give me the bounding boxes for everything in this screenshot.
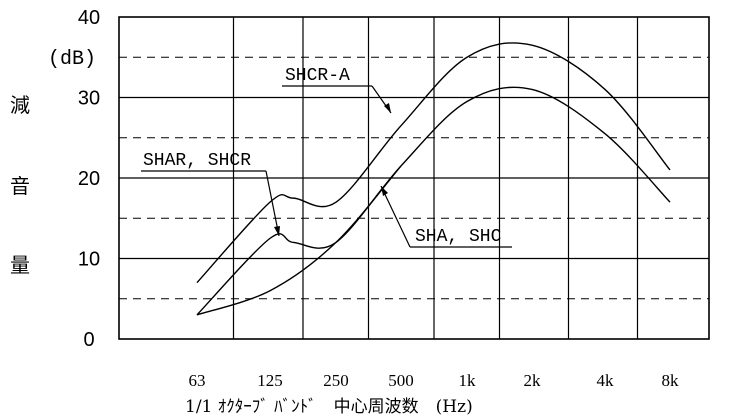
annotation-shar-shcr-text: SHAR, SHCR — [143, 151, 251, 171]
x-tick-labels: 63 125 250 500 1k 2k 4k 8k — [189, 371, 680, 390]
y-tick-labels: 0 10 20 30 40 — [78, 7, 100, 351]
y-tick-label: 0 — [83, 329, 94, 351]
y-axis-label-char-2: 音 — [10, 174, 30, 198]
series-line-shcr-a — [196, 42, 671, 284]
annotation-shcr-a-text: SHCR-A — [285, 66, 350, 86]
y-axis-label-char-1: 減 — [10, 93, 30, 117]
annotation-sha-shc: SHA, SHC — [380, 185, 512, 248]
x-tick-label: 4k — [597, 371, 615, 390]
y-tick-label: 20 — [78, 168, 100, 190]
annotation-shcr-a-arrowhead — [384, 103, 391, 113]
x-tick-label: 8k — [662, 371, 680, 390]
series-line-shar-shcr — [196, 86, 671, 316]
y-tick-label: 10 — [78, 249, 100, 271]
x-tick-label: 250 — [323, 371, 349, 390]
annotation-shar-shcr: SHAR, SHCR — [141, 151, 280, 237]
y-unit-label: (dB) — [48, 48, 96, 71]
annotation-sha-shc-text: SHA, SHC — [415, 227, 502, 247]
annotation-shar-shcr-leader — [265, 170, 280, 237]
x-tick-label: 500 — [388, 371, 414, 390]
x-tick-label: 1k — [459, 371, 477, 390]
x-tick-label: 125 — [257, 371, 283, 390]
grid — [118, 16, 710, 340]
x-axis-label: 1/1 ｵｸﾀｰﾌﾞ ﾊﾞﾝﾄﾞ 中心周波数 (Hz) — [185, 397, 473, 417]
y-tick-label: 40 — [78, 7, 100, 29]
series-line-sha-shc — [196, 165, 402, 316]
x-tick-label: 63 — [189, 371, 206, 390]
annotation-shar-shcr-arrowhead — [274, 226, 280, 236]
annotation-sha-shc-arrowhead — [381, 186, 388, 196]
y-axis-label-char-3: 量 — [10, 253, 30, 277]
annotation-shcr-a: SHCR-A — [282, 66, 392, 114]
annotation-sha-shc-leader — [380, 185, 411, 248]
y-tick-label: 30 — [78, 88, 100, 110]
series-lines — [196, 42, 671, 316]
x-tick-label: 2k — [524, 371, 542, 390]
